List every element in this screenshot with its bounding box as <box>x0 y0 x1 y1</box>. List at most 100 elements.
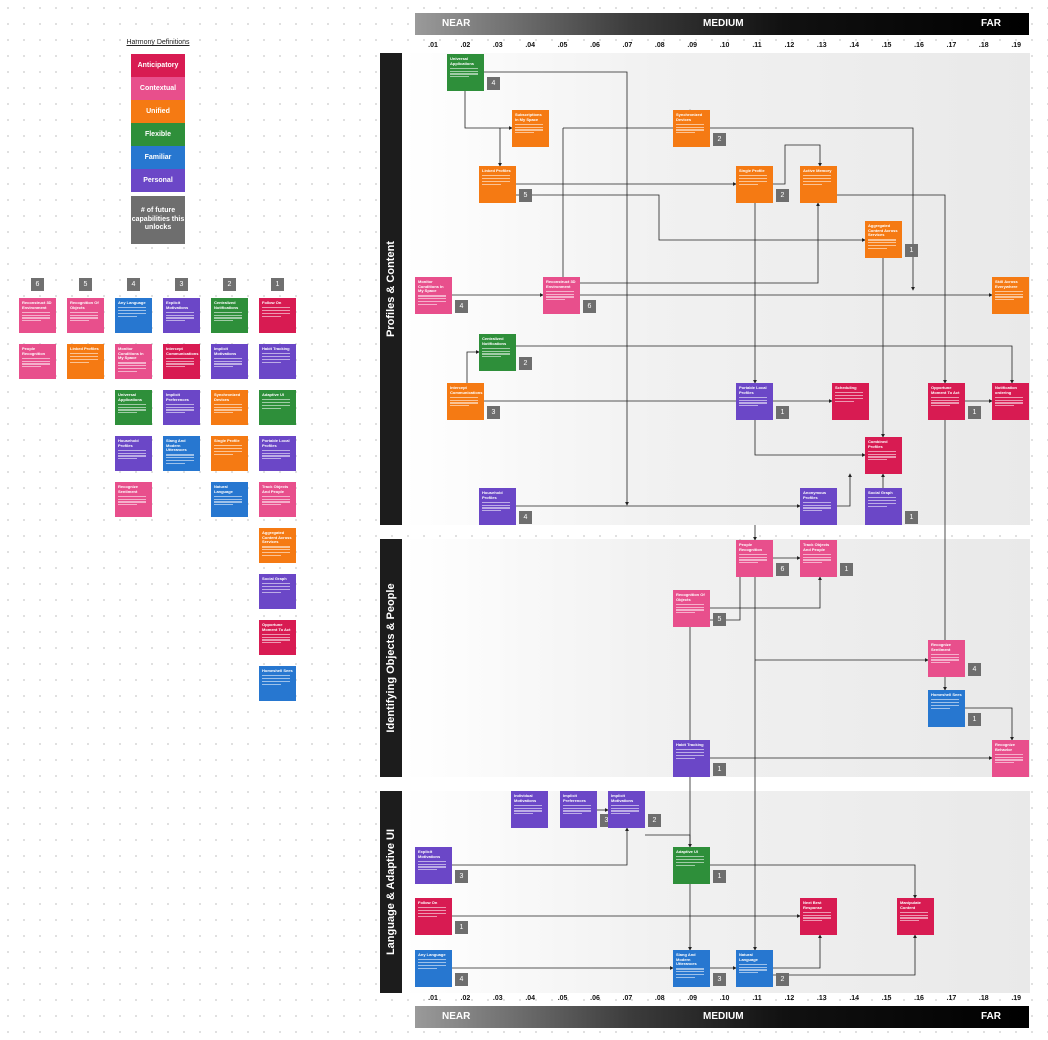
legend-unified: Unified <box>131 100 185 123</box>
card-line <box>514 804 542 806</box>
card-sp[interactable]: Single Profile <box>736 166 773 203</box>
lane-bg-language <box>403 791 1030 993</box>
card-am[interactable]: Active Memory <box>800 166 837 203</box>
card-line <box>868 499 896 502</box>
card-line <box>803 917 831 919</box>
card-line <box>739 180 767 182</box>
card-fo[interactable]: Follow On <box>415 898 452 935</box>
dependency-link <box>516 194 866 242</box>
card-smu[interactable]: Slang And Modern Utterances <box>673 950 710 987</box>
card-ssync[interactable]: Skill Across Everywhere <box>992 277 1029 314</box>
card-title: Implicit Motivations <box>611 793 634 803</box>
card-syn[interactable]: Synchronized Devices <box>673 110 710 147</box>
card-cn[interactable]: Centralized Notifications <box>479 334 516 371</box>
card-sch[interactable]: Scheduling <box>832 383 869 420</box>
card-line <box>611 810 639 812</box>
inventory-card[interactable]: Adaptive UI <box>259 390 296 425</box>
unlock-count-badge: 5 <box>519 189 532 202</box>
inventory-card[interactable]: Implicit Preferences <box>163 390 200 425</box>
card-nl[interactable]: Natural Language <box>736 950 773 987</box>
inventory-card[interactable]: People Recognition <box>19 344 56 379</box>
inventory-card[interactable]: Household Profiles <box>115 436 152 471</box>
card-ro[interactable]: Recognition Of Objects <box>673 590 710 627</box>
card-line <box>118 309 146 312</box>
card-title: Active Memory <box>803 168 832 173</box>
card-mc[interactable]: Manipulate Content <box>897 898 934 935</box>
card-rs[interactable]: Recognize Sentiment <box>928 640 965 677</box>
inventory-card[interactable]: Social Graph <box>259 574 296 609</box>
timeline-tick: .15 <box>881 42 892 49</box>
inventory-card[interactable]: Intercept Communications <box>163 344 200 379</box>
card-line <box>931 662 950 664</box>
card-line <box>166 403 194 405</box>
card-cp[interactable]: Combined Profiles <box>865 437 902 474</box>
card-title: Recognize Behavior <box>995 742 1016 752</box>
card-line <box>676 126 704 128</box>
inventory-card[interactable]: Explicit Motivations <box>163 298 200 333</box>
inventory-card[interactable]: Any Language <box>115 298 152 333</box>
card-line <box>214 314 242 316</box>
card-line <box>739 556 767 558</box>
card-sg[interactable]: Social Graph <box>865 488 902 525</box>
inventory-card[interactable]: Universal Applications <box>115 390 152 425</box>
inventory-card[interactable]: Reconstruct 3D Environment <box>19 298 56 333</box>
card-line <box>931 707 950 709</box>
card-pr[interactable]: People Recognition <box>736 540 773 577</box>
card-r3d[interactable]: Reconstruct 3D Environment <box>543 277 580 314</box>
card-line <box>118 370 137 372</box>
card-lp[interactable]: Linked Profiles <box>479 166 516 203</box>
card-om[interactable]: Opportune Moment To Act <box>928 383 965 420</box>
card-line <box>676 129 704 131</box>
card-pb[interactable]: Recognize Behavior <box>992 740 1029 777</box>
card-nord[interactable]: Notification ordering <box>992 383 1029 420</box>
card-line <box>995 405 1014 407</box>
card-line <box>676 609 704 611</box>
inventory-card[interactable]: Habit Tracking <box>259 344 296 379</box>
inventory-card[interactable]: Opportune Moment To Act <box>259 620 296 655</box>
unlock-count-badge: 4 <box>968 663 981 676</box>
card-line <box>676 861 704 863</box>
card-line <box>995 399 1023 401</box>
card-line <box>515 126 543 128</box>
card-acs[interactable]: Aggregated Content Across Services <box>865 221 902 258</box>
inventory-card[interactable]: Synchronized Devices <box>211 390 248 425</box>
inventory-card[interactable]: Homeshell Sees <box>259 666 296 701</box>
card-imot[interactable]: Implicit Motivations <box>608 791 645 828</box>
card-aui[interactable]: Adaptive UI <box>673 847 710 884</box>
inventory-card[interactable]: Follow On <box>259 298 296 333</box>
card-plp[interactable]: Portable Local Profiles <box>736 383 773 420</box>
card-al[interactable]: Any Language <box>415 950 452 987</box>
card-ipref[interactable]: Implicit Preferences <box>560 791 597 828</box>
card-line <box>803 180 831 182</box>
card-ht[interactable]: Habit Tracking <box>673 740 710 777</box>
inventory-card[interactable]: Recognize Sentiment <box>115 482 152 517</box>
inventory-card[interactable]: Centralized Notifications <box>211 298 248 333</box>
inventory-card[interactable]: Natural Language <box>211 482 248 517</box>
unlock-count-badge: 2 <box>776 189 789 202</box>
card-top[interactable]: Track Objects And People <box>800 540 837 577</box>
inventory-card[interactable]: Monitor Conditions In My Space <box>115 344 152 379</box>
card-line <box>803 553 831 555</box>
card-im[interactable]: Individual Motivations <box>511 791 548 828</box>
inventory-card[interactable]: Track Objects And People <box>259 482 296 517</box>
card-em[interactable]: Explicit Motivations <box>415 847 452 884</box>
inventory-card[interactable]: Aggregated Content Across Services <box>259 528 296 563</box>
card-ap[interactable]: Anonymous Profiles <box>800 488 837 525</box>
card-ua[interactable]: Universal Applications <box>447 54 484 91</box>
inventory-card[interactable]: Linked Profiles <box>67 344 104 379</box>
card-mon[interactable]: Monitor Conditions In My Space <box>415 277 452 314</box>
card-sub[interactable]: Subscriptions In My Space <box>512 110 549 147</box>
card-line <box>482 510 501 512</box>
card-hp[interactable]: Household Profiles <box>479 488 516 525</box>
card-ic[interactable]: Intercept Communications <box>447 383 484 420</box>
inventory-card[interactable]: Single Profile <box>211 436 248 471</box>
card-line <box>70 314 98 316</box>
inventory-card[interactable]: Recognition Of Objects <box>67 298 104 333</box>
inventory-card[interactable]: Slang And Modern Utterances <box>163 436 200 471</box>
inventory-card[interactable]: Implicit Motivations <box>211 344 248 379</box>
card-nbr[interactable]: Next Best Response <box>800 898 837 935</box>
card-hs[interactable]: Homeshell Sees <box>928 690 965 727</box>
inventory-card[interactable]: Portable Local Profiles <box>259 436 296 471</box>
card-title: People Recognition <box>739 542 763 552</box>
